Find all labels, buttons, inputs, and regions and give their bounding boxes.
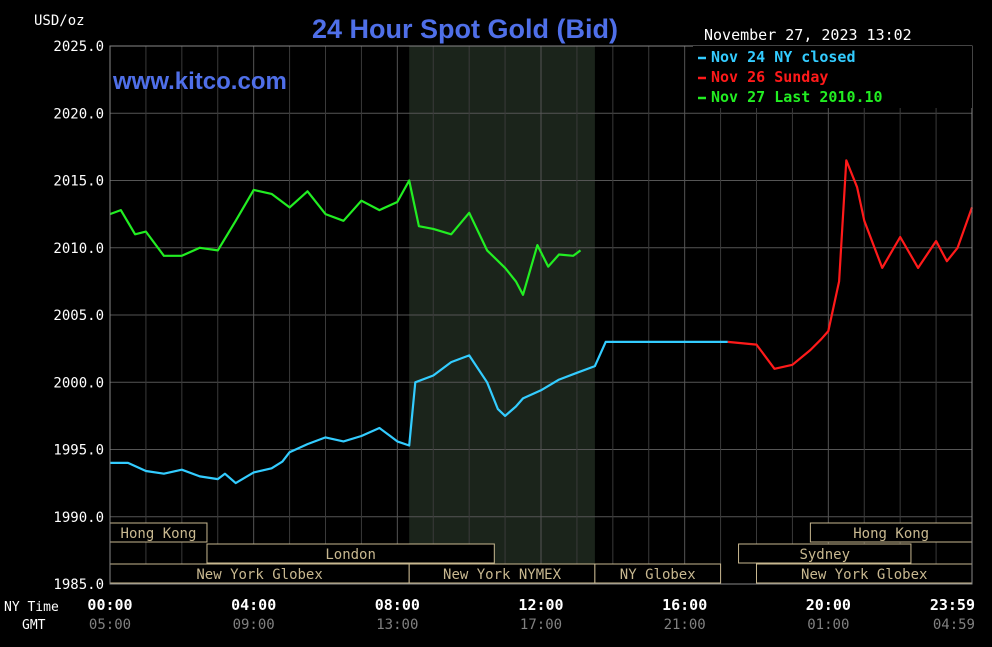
y-tick-label: 1990.0 <box>53 510 104 526</box>
x-tick-label-ny: 23:59 <box>930 596 975 614</box>
ny-time-label: NY Time <box>4 600 59 615</box>
x-tick-label-gmt: 05:00 <box>89 617 131 633</box>
legend-box <box>693 46 972 108</box>
session-bar: London <box>206 543 495 564</box>
x-tick-label-ny: 04:00 <box>231 596 276 614</box>
session-box <box>738 543 912 564</box>
session-box <box>594 563 722 584</box>
session-label: Hong Kong <box>853 526 929 542</box>
session-bar: New York NYMEX <box>408 563 596 584</box>
legend-entry: Nov 24 NY closed <box>698 48 856 66</box>
session-bar: New York Globex <box>756 563 973 584</box>
legend: Nov 24 NY closed Nov 26 Sunday Nov 27 Last… <box>693 46 972 108</box>
chart-title: 24 Hour Spot Gold (Bid) <box>312 14 618 44</box>
x-tick-label-gmt: 04:59 <box>933 617 975 633</box>
y-tick-label: 2005.0 <box>53 308 104 324</box>
x-tick-label-gmt: 01:00 <box>807 617 849 633</box>
y-tick-label: 1985.0 <box>53 577 104 593</box>
x-tick-label-gmt: 21:00 <box>664 617 706 633</box>
session-label: Hong Kong <box>121 526 197 542</box>
y-tick-label: 2020.0 <box>53 106 104 122</box>
series-lines <box>109 159 974 485</box>
session-bar: Hong Kong <box>809 522 973 543</box>
session-label: New York Globex <box>801 567 927 583</box>
x-tick-label-ny: 20:00 <box>806 596 851 614</box>
watermark: www.kitco.com <box>112 68 287 95</box>
x-tick-label-ny: 00:00 <box>87 596 132 614</box>
y-tick-label: 2015.0 <box>53 174 104 190</box>
timestamp: November 27, 2023 13:02 <box>704 26 912 44</box>
x-tick-label-gmt: 17:00 <box>520 617 562 633</box>
legend-label: Nov 24 NY closed <box>711 48 856 66</box>
unit-label: USD/oz <box>34 13 85 29</box>
session-label: Sydney <box>799 547 850 563</box>
x-tick-label-gmt: 13:00 <box>376 617 418 633</box>
gmt-label: GMT <box>22 618 46 633</box>
plot-border <box>109 45 973 585</box>
legend-entry: Nov 27 Last 2010.10 <box>698 88 883 106</box>
series-line <box>109 179 582 296</box>
x-tick-label-ny: 16:00 <box>662 596 707 614</box>
session-bar: New York Globex <box>109 563 410 584</box>
y-axis: 2025.0 2020.0 2015.0 2010.0 2005.0 2000.0 1995… <box>53 39 104 593</box>
y-tick-label: 2000.0 <box>53 375 104 391</box>
session-label: New York NYMEX <box>443 567 562 583</box>
y-tick-label: 2010.0 <box>53 241 104 257</box>
x-tick-label-ny: 12:00 <box>518 596 563 614</box>
legend-label: Nov 27 Last 2010.10 <box>711 88 883 106</box>
grid-lines <box>109 45 973 585</box>
x-axis: NY Time GMT 00:00 05:00 04:00 09:00 08:00 13:00… <box>4 596 975 633</box>
legend-label: Nov 26 Sunday <box>711 68 828 86</box>
session-label: NY Globex <box>620 567 696 583</box>
x-tick-label-ny: 08:00 <box>375 596 420 614</box>
session-label: New York Globex <box>196 567 322 583</box>
legend-entry: Nov 26 Sunday <box>698 68 828 86</box>
series-line <box>110 340 728 485</box>
session-bar: Sydney <box>738 543 912 564</box>
trading-sessions: Hong Kong Hong Kong London Sydney New York G… <box>109 522 973 584</box>
session-box <box>206 543 495 564</box>
session-bar: NY Globex <box>594 563 722 584</box>
session-label: London <box>325 547 376 563</box>
session-bar: Hong Kong <box>109 522 208 543</box>
y-tick-label: 1995.0 <box>53 443 104 459</box>
series-line <box>727 159 974 370</box>
x-tick-label-gmt: 09:00 <box>233 617 275 633</box>
y-tick-label: 2025.0 <box>53 39 104 55</box>
